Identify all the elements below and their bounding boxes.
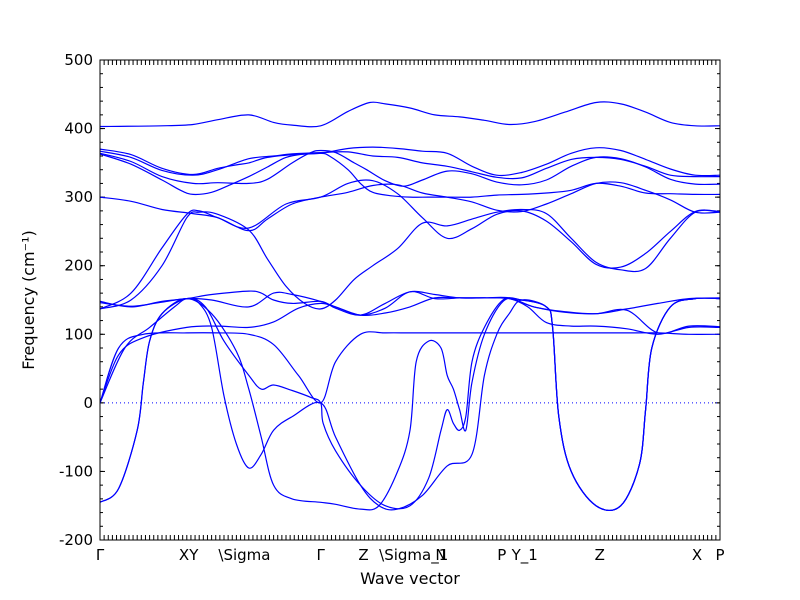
x-axis-title: Wave vector [360,569,460,588]
y-tick-label: 200 [64,257,93,275]
band-line [99,149,721,187]
x-tick-label: Z [595,546,605,564]
plot-frame [99,59,721,541]
y-tick-label: -100 [59,462,93,480]
y-tick-label: 500 [64,51,93,69]
y-axis-title: Frequency (cm⁻¹) [19,230,38,369]
band-line [99,208,721,310]
x-axis-ticks: Γ XY \Sigma Γ Z \Sigma_1N P Y_1 Z X P [96,60,725,565]
x-tick-label: P [715,546,724,564]
band-line [99,181,721,232]
band-line [99,179,721,310]
y-tick-label: 400 [64,120,93,138]
band-line [99,290,721,316]
y-axis-ticks: -200 -100 0 100 200 300 400 500 [59,51,720,549]
x-tick-label: Γ [96,546,105,564]
band-line [99,297,721,512]
x-tick-label: Γ [317,546,326,564]
x-tick-label: Y_1 [511,546,538,565]
y-tick-label: 300 [64,188,93,206]
band-line [99,146,721,177]
x-tick-label: N [435,546,446,564]
band-line [99,297,721,512]
y-tick-label: 100 [64,325,93,343]
y-tick-label: -200 [59,531,93,549]
x-tick-label: P [497,546,506,564]
band-line [99,150,721,180]
x-tick-label: XY [179,546,199,564]
x-tick-label: \Sigma [218,546,270,564]
x-tick-label: \Sigma_1 [379,546,448,565]
band-line [99,290,721,334]
x-tick-label: X [692,546,702,564]
x-tick-label: Z [358,546,368,564]
band-line [99,296,721,404]
y-tick-label: 0 [83,394,93,412]
band-line [99,331,721,404]
band-line [99,297,721,512]
band-line [99,101,721,128]
band-series [99,101,721,512]
